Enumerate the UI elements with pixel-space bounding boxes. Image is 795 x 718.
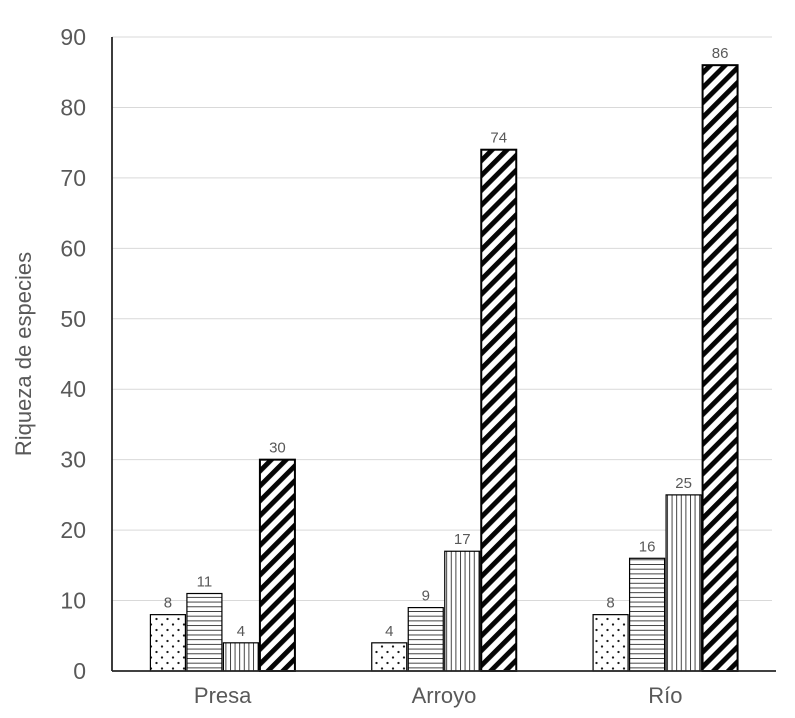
y-tick-label: 90 bbox=[60, 24, 86, 50]
value-label: 8 bbox=[606, 595, 614, 612]
y-tick-label: 20 bbox=[60, 517, 86, 543]
y-tick-label: 30 bbox=[60, 447, 86, 473]
y-tick-label: 10 bbox=[60, 588, 86, 614]
bar-arroyo-horizontal-lines bbox=[407, 606, 444, 672]
value-label: 74 bbox=[490, 130, 507, 147]
bar-río-horizontal-lines bbox=[628, 557, 666, 672]
y-axis-title: Riqueza de especies bbox=[11, 252, 36, 456]
value-label: 17 bbox=[454, 531, 471, 548]
axes bbox=[111, 37, 776, 672]
value-label: 11 bbox=[197, 574, 213, 591]
y-tick-label: 50 bbox=[60, 306, 86, 332]
bar-presa-dots bbox=[149, 614, 187, 672]
x-category-label-arroyo: Arroyo bbox=[412, 683, 477, 708]
y-tick-label: 80 bbox=[60, 94, 86, 120]
labels: 0 10 20 30 40 50 60 70 80 90 8 11 4 30 Presa 4 9 17 74 Arro… bbox=[11, 24, 728, 708]
bar-presa-horizontal-lines bbox=[186, 592, 223, 672]
y-tick-label: 60 bbox=[60, 235, 86, 261]
bar-presa-diagonal-stripes bbox=[258, 458, 296, 672]
value-label: 4 bbox=[385, 623, 393, 640]
value-label: 9 bbox=[422, 588, 430, 605]
x-category-label-río: Río bbox=[648, 683, 682, 708]
value-label: 30 bbox=[269, 440, 286, 457]
value-label: 86 bbox=[712, 45, 729, 62]
value-label: 25 bbox=[675, 475, 692, 492]
bar-río-vertical-lines bbox=[665, 494, 702, 672]
y-tick-label: 40 bbox=[60, 376, 86, 402]
bar-río-diagonal-stripes bbox=[701, 64, 739, 672]
value-label: 8 bbox=[164, 595, 172, 612]
x-category-label-presa: Presa bbox=[194, 683, 252, 708]
bars bbox=[149, 64, 739, 672]
bar-arroyo-diagonal-stripes bbox=[480, 148, 518, 672]
value-label: 4 bbox=[237, 623, 245, 640]
y-tick-label: 0 bbox=[73, 658, 86, 684]
gridlines bbox=[112, 36, 772, 602]
y-tick-label: 70 bbox=[60, 165, 86, 191]
value-label: 16 bbox=[639, 538, 656, 555]
bar-arroyo-dots bbox=[371, 642, 408, 672]
bar-arroyo-vertical-lines bbox=[444, 550, 481, 672]
bar-río-dots bbox=[592, 614, 629, 672]
bar-presa-vertical-lines bbox=[222, 642, 260, 672]
